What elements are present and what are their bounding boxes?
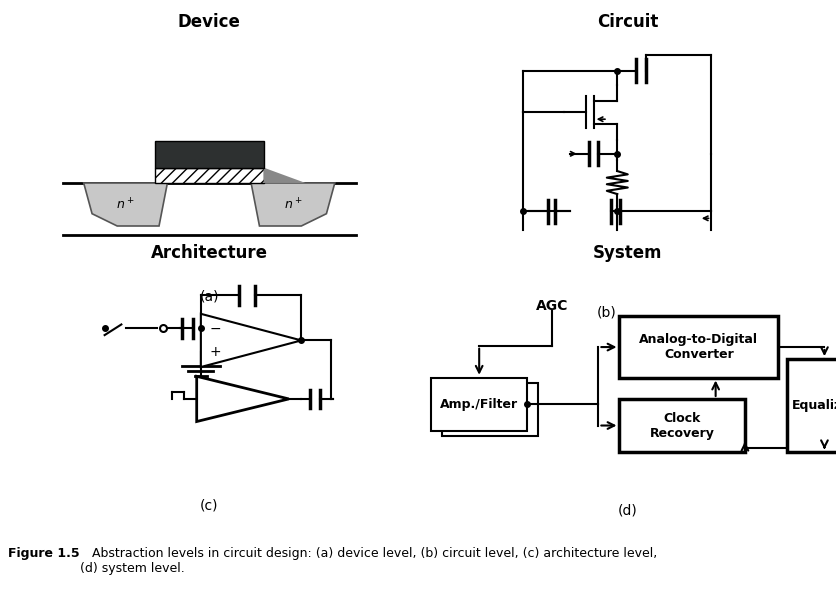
FancyBboxPatch shape — [155, 168, 263, 183]
Text: Abstraction levels in circuit design: (a) device level, (b) circuit level, (c) a: Abstraction levels in circuit design: (a… — [79, 547, 656, 574]
FancyBboxPatch shape — [431, 378, 527, 431]
Text: AGC: AGC — [536, 299, 568, 313]
Text: $n^+$: $n^+$ — [283, 197, 302, 212]
FancyBboxPatch shape — [441, 383, 537, 436]
Polygon shape — [201, 314, 301, 367]
Text: (b): (b) — [596, 305, 616, 319]
Text: Figure 1.5: Figure 1.5 — [8, 547, 80, 560]
Text: Amp./Filter: Amp./Filter — [440, 398, 517, 411]
Text: $n^+$: $n^+$ — [116, 197, 135, 212]
Text: −: − — [210, 322, 221, 336]
Polygon shape — [84, 183, 167, 226]
Title: System: System — [592, 243, 662, 262]
Text: Analog-to-Digital
Converter: Analog-to-Digital Converter — [639, 333, 757, 361]
Text: Equalizer: Equalizer — [791, 399, 836, 412]
FancyBboxPatch shape — [155, 141, 263, 168]
Text: (c): (c) — [200, 498, 218, 512]
Polygon shape — [196, 376, 288, 421]
Title: Architecture: Architecture — [150, 243, 268, 262]
Title: Circuit: Circuit — [596, 13, 658, 31]
FancyBboxPatch shape — [619, 317, 777, 378]
FancyBboxPatch shape — [619, 399, 744, 452]
Text: Clock
Recovery: Clock Recovery — [649, 411, 714, 440]
Title: Device: Device — [177, 13, 241, 31]
Text: (d): (d) — [617, 504, 637, 518]
Text: +: + — [210, 345, 221, 359]
FancyBboxPatch shape — [786, 359, 836, 452]
Polygon shape — [251, 183, 334, 226]
Text: (a): (a) — [199, 290, 219, 304]
Polygon shape — [263, 168, 305, 183]
